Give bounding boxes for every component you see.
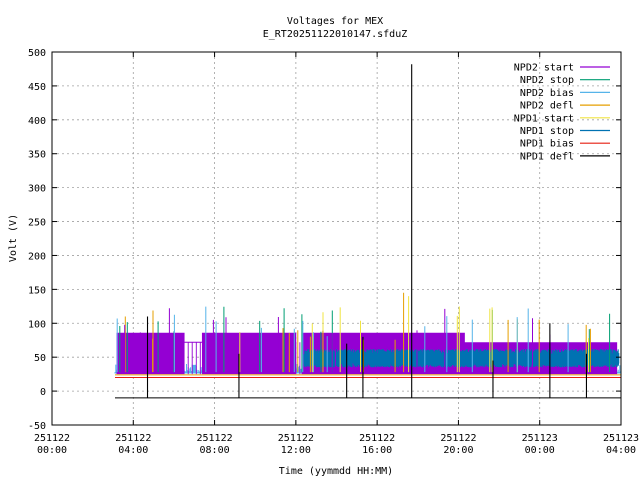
y-tick-label: 50 [34,353,46,364]
x-tick-label: 00:00 [37,445,67,456]
y-tick-label: 100 [28,319,46,330]
y-axis-label: Volt (V) [8,214,19,262]
legend-label: NPD2 defl [520,101,574,112]
y-tick-label: 0 [40,387,46,398]
y-tick-label: 500 [28,48,46,59]
y-tick-label: 400 [28,116,46,127]
x-tick-label: 20:00 [443,445,473,456]
spike-marks [124,308,551,373]
legend-label: NPD2 start [514,63,574,74]
x-tick-label: 251122 [359,433,395,444]
y-tick-label: 250 [28,218,46,229]
y-tick-label: 300 [28,184,46,195]
y-tick-label: -50 [28,421,46,432]
legend-label: NPD2 bias [520,88,574,99]
series-npd1-stop [303,349,620,368]
chart-title: Voltages for MEX [287,16,383,27]
x-tick-label: 251123 [522,433,558,444]
x-tick-label: 00:00 [525,445,555,456]
y-tick-label: 350 [28,150,46,161]
x-tick-label: 08:00 [200,445,230,456]
x-tick-label: 251122 [115,433,151,444]
x-tick-label: 04:00 [118,445,148,456]
legend-label: NPD1 start [514,113,574,124]
x-tick-label: 251123 [603,433,639,444]
legend-label: NPD1 defl [520,151,574,162]
spike-marks [116,306,569,373]
y-axis-ticks: -50 0 50 100 150 200 250 300 350 400 450 500 [28,48,621,432]
x-axis-ticks: 25112200:0025112204:0025112208:002511221… [34,52,639,456]
x-tick-label: 251122 [34,433,70,444]
legend-label: NPD1 bias [520,139,574,150]
spike-marks [124,292,591,373]
x-tick-label: 04:00 [606,445,636,456]
y-tick-label: 200 [28,251,46,262]
x-tick-label: 12:00 [281,445,311,456]
chart-subtitle: E_RT20251122010147.sfduZ [263,29,408,40]
data-marks [114,64,622,399]
plot-frame [51,51,622,426]
y-tick-label: 450 [28,82,46,93]
x-axis-label: Time (yymmdd HH:MM) [279,466,393,477]
legend-label: NPD1 stop [520,126,574,137]
x-tick-label: 16:00 [362,445,392,456]
legend-label: NPD2 stop [520,75,574,86]
x-tick-label: 251122 [278,433,314,444]
x-tick-label: 251122 [440,433,476,444]
x-tick-label: 251122 [197,433,233,444]
y-tick-label: 150 [28,285,46,296]
